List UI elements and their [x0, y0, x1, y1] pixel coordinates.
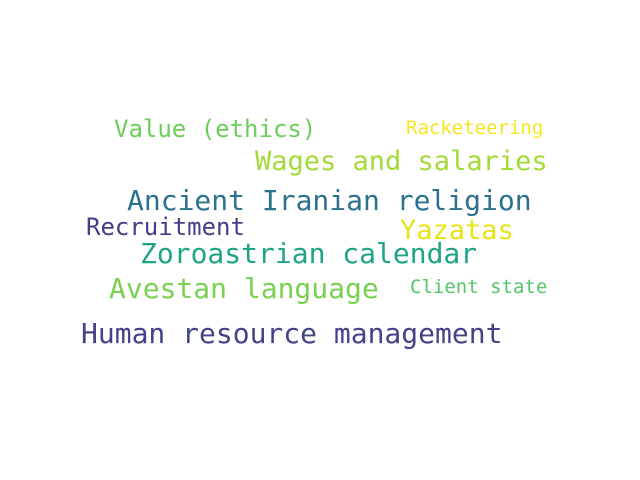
word-avestan-language: Avestan language — [109, 272, 379, 305]
word-human-resource-management: Human resource management — [81, 317, 503, 350]
word-value-ethics: Value (ethics) — [114, 115, 317, 143]
word-ancient-iranian-religion: Ancient Iranian religion — [127, 184, 532, 217]
word-yazatas: Yazatas — [400, 215, 514, 246]
word-wages-and-salaries: Wages and salaries — [255, 146, 548, 177]
word-client-state: Client state — [410, 276, 548, 298]
word-zoroastrian-calendar: Zoroastrian calendar — [140, 237, 478, 270]
word-recruitment: Recruitment — [86, 213, 245, 241]
word-racketeering: Racketeering — [406, 117, 544, 139]
